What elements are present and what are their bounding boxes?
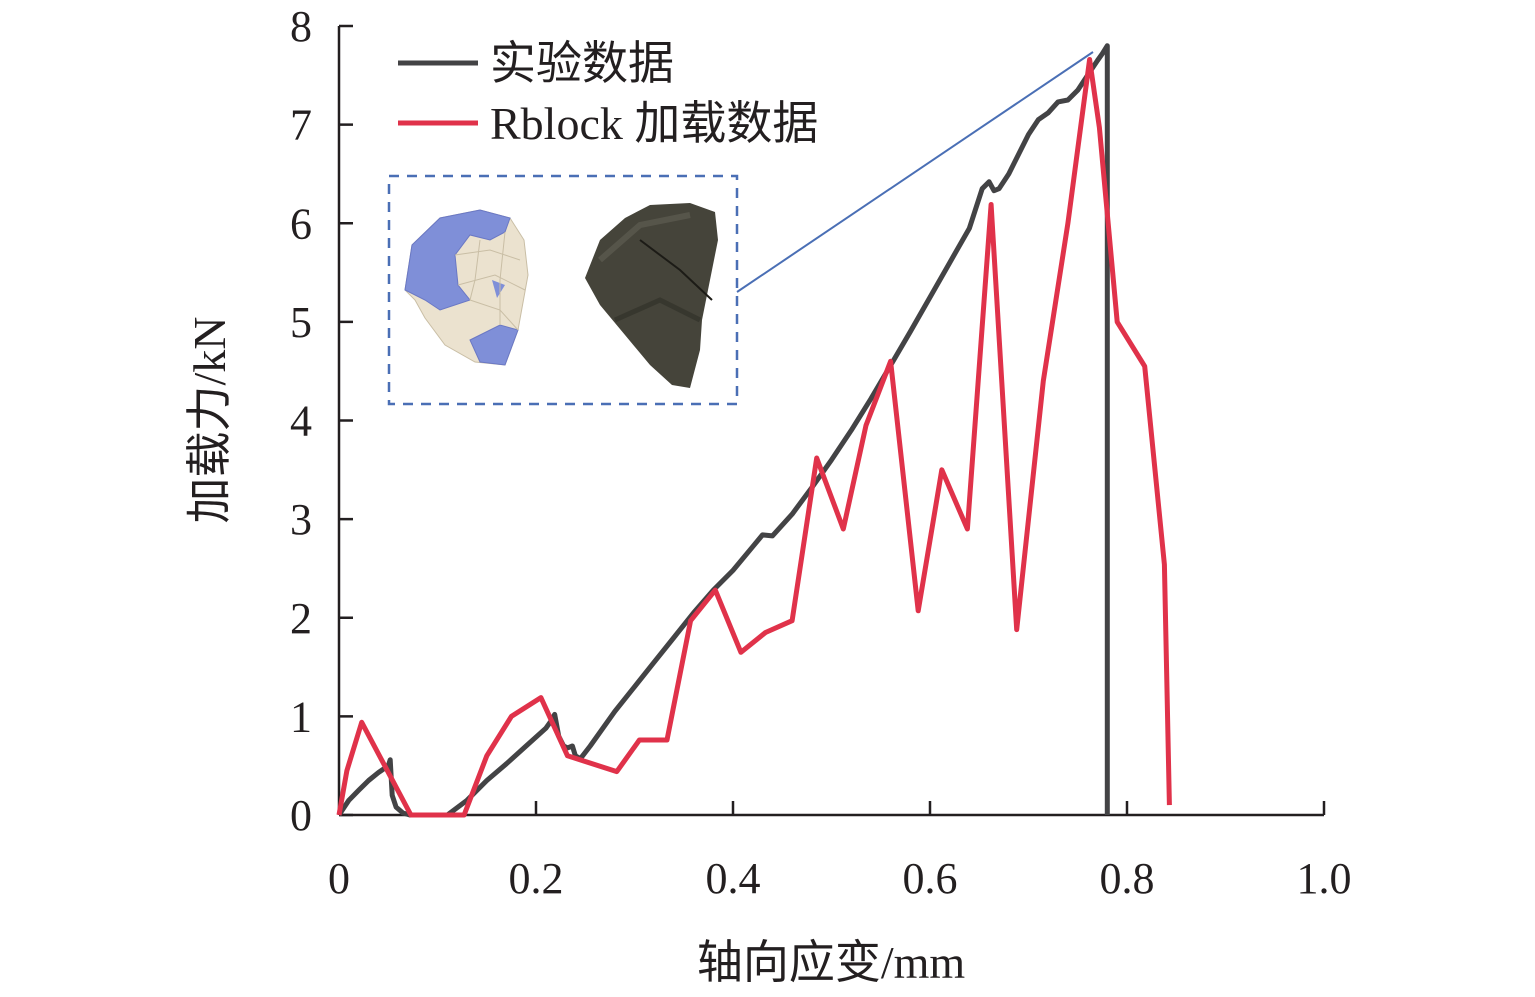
y-tick-label: 7: [290, 101, 312, 150]
legend-label-experimental: 实验数据: [490, 38, 674, 89]
x-tick-label: 0.4: [706, 854, 761, 903]
y-tick-label: 6: [290, 199, 312, 248]
y-tick-label: 1: [290, 692, 312, 741]
series-layer: [336, 43, 1172, 818]
y-ticks: 0 1 2 3 4 5 6 7 8: [290, 2, 353, 840]
x-ticks: 0 0.2 0.4 0.6 0.8 1.0: [328, 801, 1352, 903]
y-tick-label: 3: [290, 495, 312, 544]
y-tick-label: 8: [290, 2, 312, 51]
inset-callout-line: [736, 51, 1094, 293]
x-tick-label: 0: [328, 854, 350, 903]
x-tick-label: 0.6: [903, 854, 958, 903]
series-line-experimental: [336, 43, 1110, 818]
y-tick-label: 0: [290, 791, 312, 840]
y-tick-label: 5: [290, 298, 312, 347]
legend-label-rblock: Rblock 加载数据: [490, 98, 818, 149]
series-line-rblock: [336, 57, 1172, 818]
y-tick-label: 4: [290, 397, 312, 446]
legend: 实验数据 Rblock 加载数据: [398, 38, 818, 149]
mesh-model-image: [404, 209, 529, 366]
inset-figure: [387, 51, 1094, 406]
x-tick-label: 1.0: [1297, 854, 1352, 903]
x-axis-label: 轴向应变/mm: [697, 937, 966, 988]
x-tick-label: 0.8: [1100, 854, 1155, 903]
x-tick-label: 0.2: [509, 854, 564, 903]
rock-photo-image: [585, 203, 718, 388]
y-axis-label: 加载力/kN: [184, 317, 235, 524]
y-tick-label: 2: [290, 594, 312, 643]
